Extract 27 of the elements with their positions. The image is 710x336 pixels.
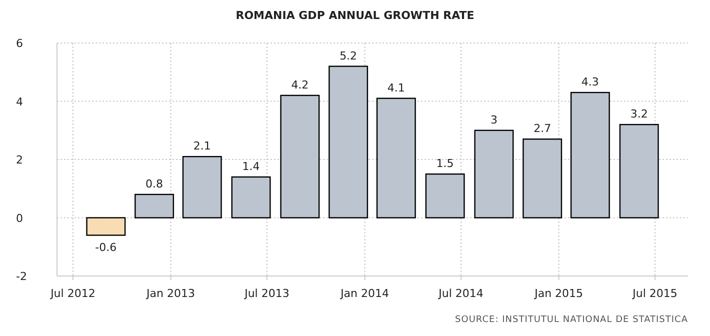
data-label: 4.1 <box>387 81 405 94</box>
data-label: 1.4 <box>242 160 260 173</box>
y-tick-label: -2 <box>16 270 27 283</box>
data-label: 1.5 <box>436 157 454 170</box>
x-tick-label: Jul 2015 <box>632 287 678 300</box>
y-tick-label: 0 <box>16 212 23 225</box>
x-tick-label: Jan 2015 <box>534 287 584 300</box>
data-label: -0.6 <box>95 241 117 254</box>
x-tick-label: Jul 2013 <box>244 287 290 300</box>
y-tick-label: 2 <box>16 154 23 166</box>
data-label: 2.1 <box>193 140 211 153</box>
data-label: 5.2 <box>340 49 358 62</box>
bar <box>86 217 126 236</box>
x-tick-label: Jan 2013 <box>146 287 195 300</box>
data-label: 0.8 <box>146 177 164 190</box>
data-label: 4.2 <box>291 78 309 92</box>
y-tick-label: 4 <box>16 95 23 108</box>
chart-title: ROMANIA GDP ANNUAL GROWTH RATE <box>236 9 474 22</box>
y-tick-label: 6 <box>16 37 23 50</box>
x-tick-label: Jul 2014 <box>438 287 484 300</box>
data-label: 3 <box>490 113 498 126</box>
source-note: SOURCE: INSTITUTUL NATIONAL DE STATISTICA <box>455 315 688 325</box>
x-tick-label: Jan 2014 <box>340 287 390 300</box>
data-label: 3.2 <box>630 108 648 121</box>
data-label: 2.7 <box>534 122 552 136</box>
data-label: 4.3 <box>581 76 599 89</box>
x-tick-label: Jul 2012 <box>50 287 96 300</box>
